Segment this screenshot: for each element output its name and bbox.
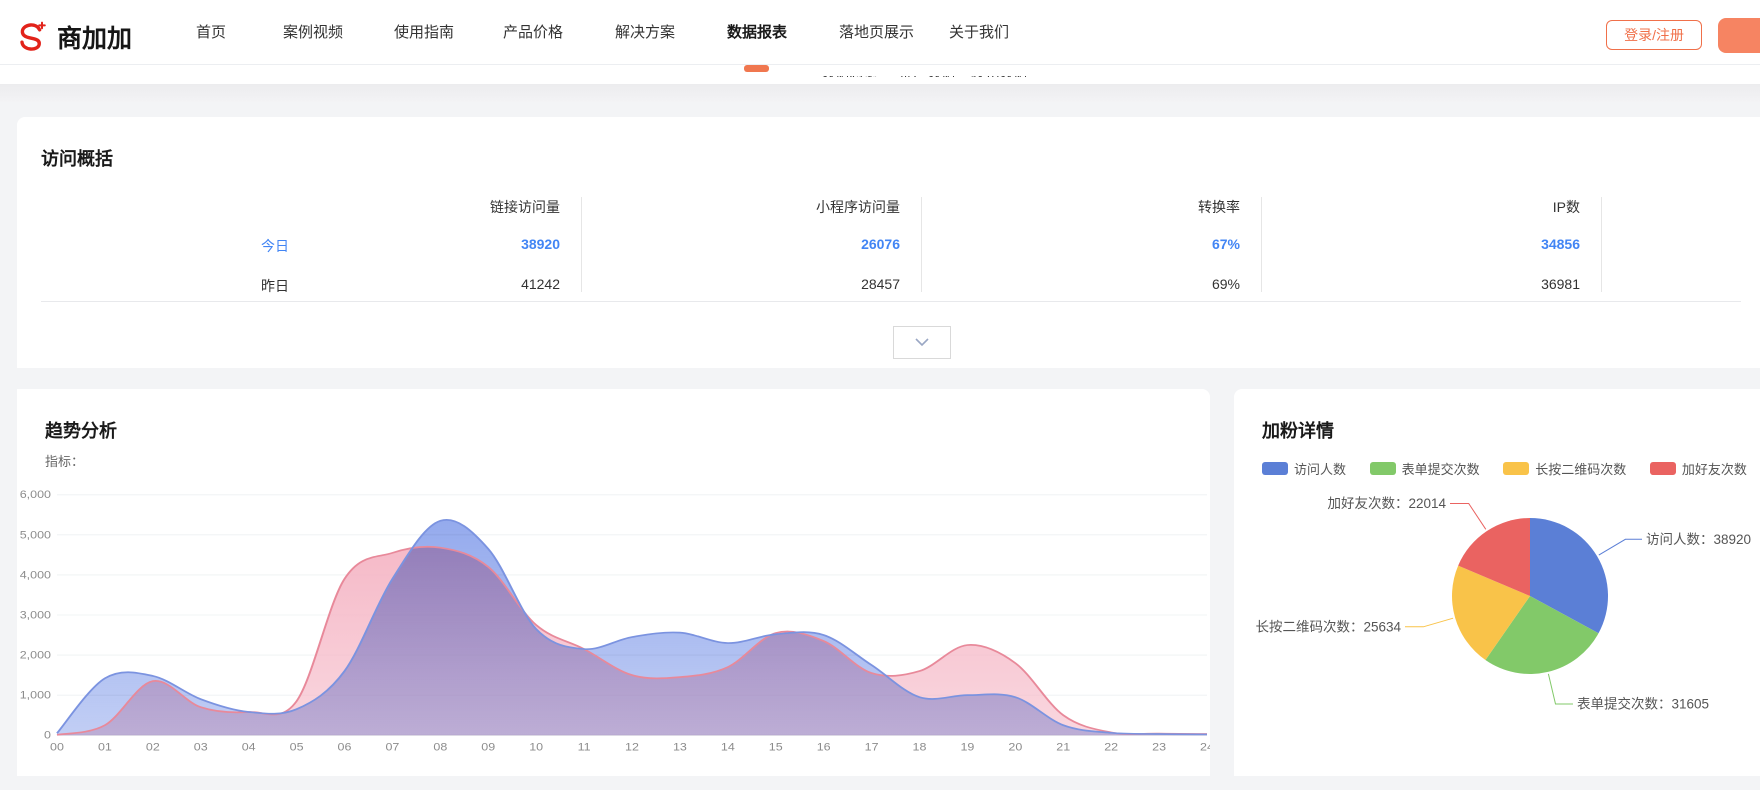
- svg-text:18: 18: [913, 741, 927, 753]
- svg-text:表单提交次数：31605: 表单提交次数：31605: [1577, 696, 1709, 712]
- svg-text:20: 20: [1008, 741, 1022, 753]
- svg-text:03: 03: [194, 741, 208, 753]
- svg-text:2,000: 2,000: [20, 649, 52, 661]
- svg-text:访问人数：38920: 访问人数：38920: [1646, 532, 1751, 547]
- svg-text:06: 06: [338, 741, 352, 753]
- svg-text:12: 12: [625, 741, 639, 753]
- svg-text:23: 23: [1152, 741, 1166, 753]
- svg-text:4,000: 4,000: [20, 569, 52, 581]
- svg-text:22: 22: [1104, 741, 1118, 753]
- svg-text:10: 10: [529, 741, 543, 753]
- svg-text:24: 24: [1200, 741, 1210, 753]
- svg-text:05: 05: [290, 741, 304, 753]
- svg-text:09: 09: [481, 741, 495, 753]
- svg-text:3,000: 3,000: [20, 609, 52, 621]
- svg-text:07: 07: [385, 741, 399, 753]
- svg-text:19: 19: [960, 741, 974, 753]
- svg-text:21: 21: [1056, 741, 1070, 753]
- svg-text:13: 13: [673, 741, 687, 753]
- svg-text:长按二维码次数：25634: 长按二维码次数：25634: [1255, 619, 1401, 634]
- svg-text:6,000: 6,000: [20, 489, 52, 501]
- svg-text:15: 15: [769, 741, 783, 753]
- svg-text:01: 01: [98, 741, 112, 753]
- svg-text:16: 16: [817, 741, 831, 753]
- svg-text:5,000: 5,000: [20, 529, 52, 541]
- svg-text:08: 08: [433, 741, 447, 753]
- svg-text:17: 17: [865, 741, 879, 753]
- svg-text:04: 04: [242, 741, 256, 753]
- svg-text:00: 00: [50, 741, 64, 753]
- svg-text:14: 14: [721, 741, 735, 753]
- svg-text:1,000: 1,000: [20, 689, 52, 701]
- svg-text:02: 02: [146, 741, 160, 753]
- svg-text:0: 0: [44, 729, 52, 741]
- svg-text:加好友次数：22014: 加好友次数：22014: [1327, 496, 1446, 511]
- svg-text:11: 11: [578, 741, 591, 753]
